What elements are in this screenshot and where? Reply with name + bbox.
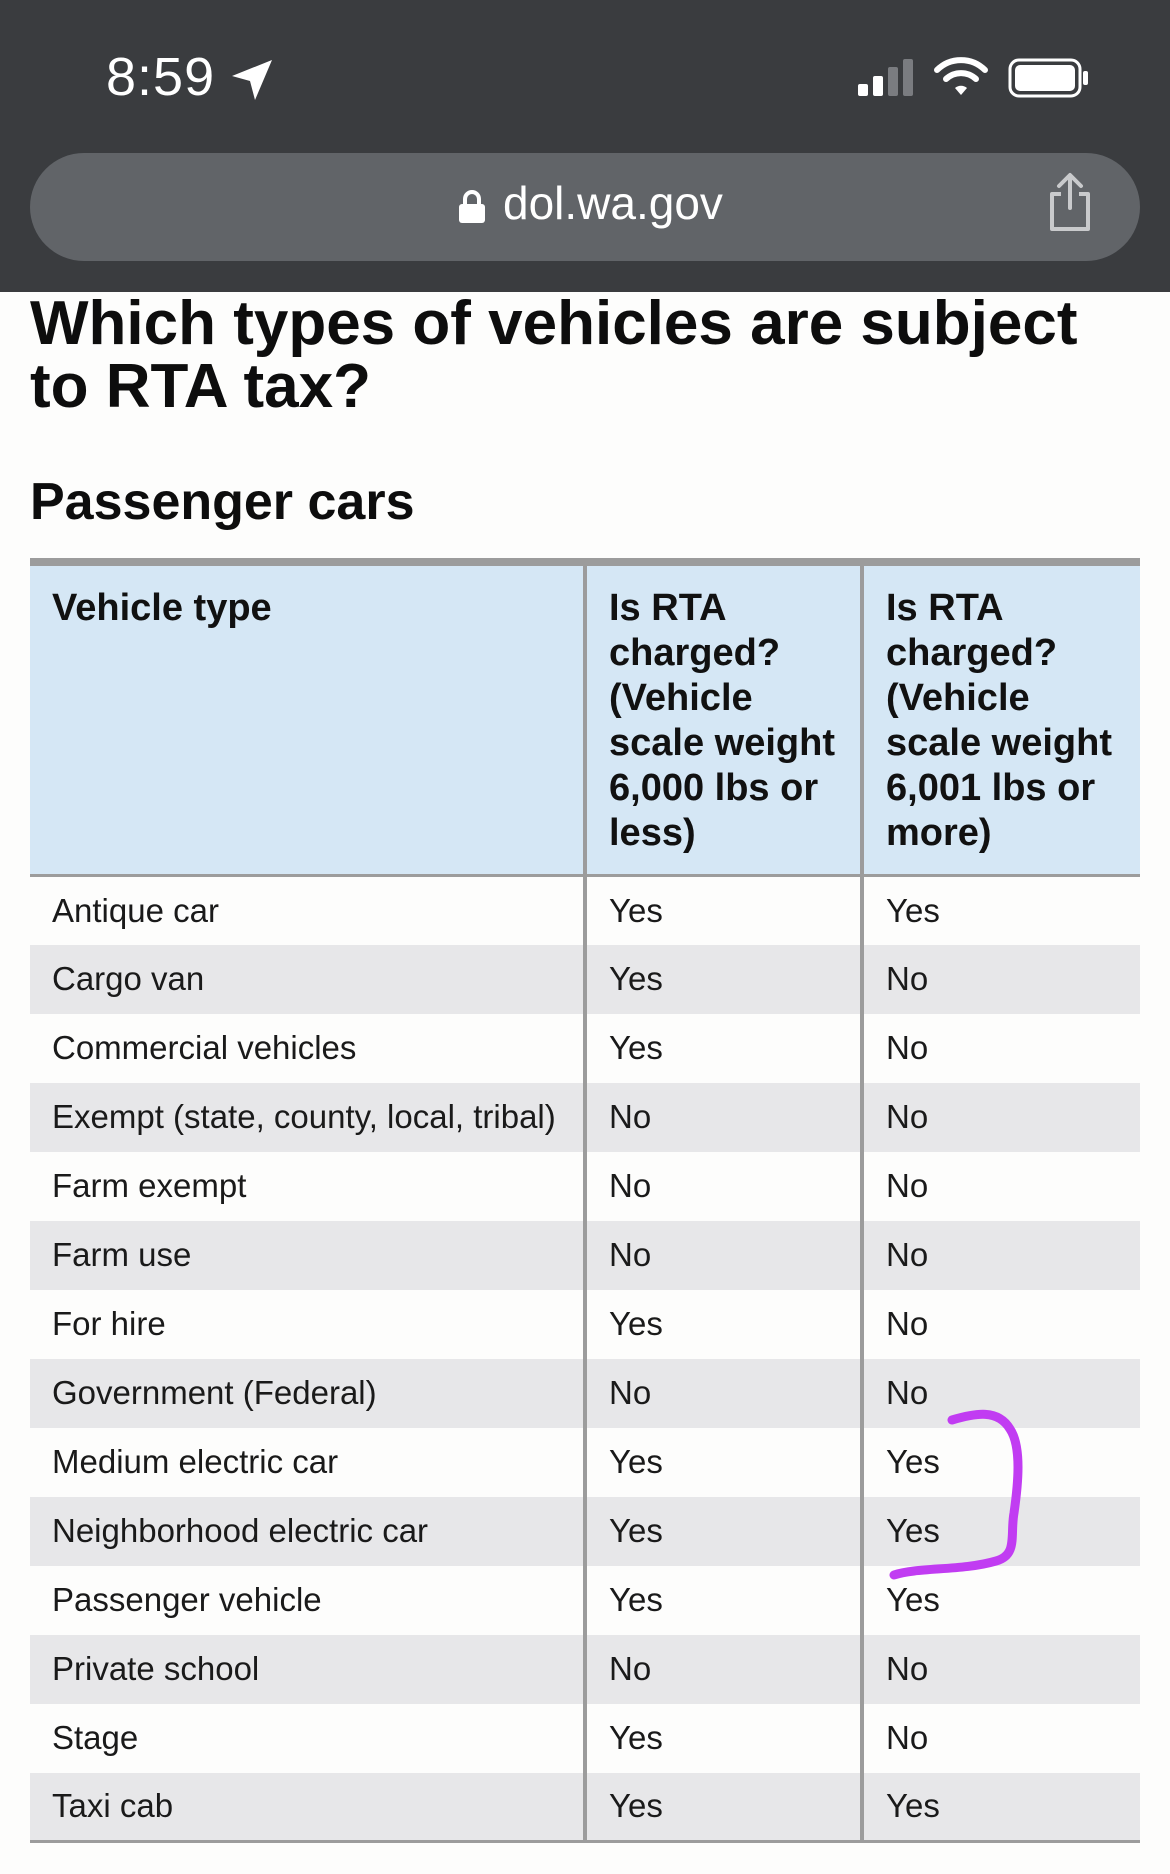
rta-light-cell: Yes [583, 1427, 862, 1497]
rta-light-cell: No [583, 1358, 862, 1428]
rta-light-cell: Yes [583, 1496, 862, 1566]
address-bar[interactable] [30, 153, 1140, 261]
share-icon[interactable] [1046, 172, 1094, 232]
rta-light-cell: Yes [583, 944, 862, 1014]
wifi-icon [934, 57, 988, 95]
rta-light-cell: Yes [583, 1772, 862, 1842]
rta-light-cell: No [583, 1082, 862, 1152]
table-row: Cargo van Yes No [30, 944, 1140, 1014]
browser-chrome: 8:59 dol.wa.gov [0, 0, 1170, 292]
cellular-signal-icon [858, 59, 913, 96]
table-header-row: Vehicle type Is RTA charged? (Vehicle sc… [30, 562, 1140, 877]
rta-heavy-cell: Yes [860, 1565, 1140, 1635]
vehicle-type-cell: Cargo van [30, 944, 585, 1014]
vehicle-type-cell: Commercial vehicles [30, 1013, 585, 1083]
vehicle-type-cell: Government (Federal) [30, 1358, 585, 1428]
rta-heavy-cell: No [860, 1358, 1140, 1428]
vehicle-type-cell: Farm exempt [30, 1151, 585, 1221]
rta-light-cell: No [583, 1151, 862, 1221]
rta-heavy-cell: No [860, 1634, 1140, 1704]
rta-light-cell: Yes [583, 1565, 862, 1635]
header-rta-6001-or-more: Is RTA charged? (Vehicle scale weight 6,… [860, 562, 1140, 877]
table-row: Neighborhood electric car Yes Yes [30, 1496, 1140, 1566]
table-row: Medium electric car Yes Yes [30, 1427, 1140, 1497]
url-text[interactable]: dol.wa.gov [503, 177, 723, 229]
vehicle-type-cell: Antique car [30, 875, 585, 945]
rta-heavy-cell: Yes [860, 1496, 1140, 1566]
vehicle-type-cell: Private school [30, 1634, 585, 1704]
rta-light-cell: Yes [583, 1289, 862, 1359]
rta-light-cell: No [583, 1634, 862, 1704]
vehicle-type-cell: Exempt (state, county, local, tribal) [30, 1082, 585, 1152]
rta-heavy-cell: No [860, 1151, 1140, 1221]
table-row: Stage Yes No [30, 1703, 1140, 1773]
header-rta-6000-or-less: Is RTA charged? (Vehicle scale weight 6,… [583, 562, 862, 877]
table-row: Antique car Yes Yes [30, 875, 1140, 945]
vehicle-type-cell: Taxi cab [30, 1772, 585, 1842]
table-row: Passenger vehicle Yes Yes [30, 1565, 1140, 1635]
rta-light-cell: No [583, 1220, 862, 1290]
rta-light-cell: Yes [583, 875, 862, 945]
rta-light-cell: Yes [583, 1013, 862, 1083]
header-vehicle-type: Vehicle type [30, 562, 585, 877]
vehicle-type-cell: Medium electric car [30, 1427, 585, 1497]
rta-heavy-cell: No [860, 1082, 1140, 1152]
vehicle-type-cell: Neighborhood electric car [30, 1496, 585, 1566]
battery-icon [1008, 58, 1088, 98]
table-row: Private school No No [30, 1634, 1140, 1704]
rta-heavy-cell: No [860, 1220, 1140, 1290]
table-row: Farm exempt No No [30, 1151, 1140, 1221]
rta-heavy-cell: No [860, 944, 1140, 1014]
rta-heavy-cell: Yes [860, 1772, 1140, 1842]
location-arrow-icon [232, 60, 272, 100]
table-row: Taxi cab Yes Yes [30, 1772, 1140, 1842]
rta-heavy-cell: No [860, 1013, 1140, 1083]
page-title: Which types of vehicles are subject to R… [30, 289, 1078, 421]
table-row: Exempt (state, county, local, tribal) No… [30, 1082, 1140, 1152]
rta-heavy-cell: Yes [860, 875, 1140, 945]
rta-heavy-cell: No [860, 1289, 1140, 1359]
rta-table: Vehicle type Is RTA charged? (Vehicle sc… [30, 558, 1140, 1843]
rta-heavy-cell: No [860, 1703, 1140, 1773]
table-row: For hire Yes No [30, 1289, 1140, 1359]
vehicle-type-cell: Passenger vehicle [30, 1565, 585, 1635]
lock-icon [459, 190, 485, 223]
table-row: Government (Federal) No No [30, 1358, 1140, 1428]
table-row: Commercial vehicles Yes No [30, 1013, 1140, 1083]
table-row: Farm use No No [30, 1220, 1140, 1290]
status-time: 8:59 [106, 47, 216, 107]
rta-heavy-cell: Yes [860, 1427, 1140, 1497]
vehicle-type-cell: For hire [30, 1289, 585, 1359]
vehicle-type-cell: Farm use [30, 1220, 585, 1290]
rta-light-cell: Yes [583, 1703, 862, 1773]
vehicle-type-cell: Stage [30, 1703, 585, 1773]
section-title: Passenger cars [30, 473, 415, 531]
